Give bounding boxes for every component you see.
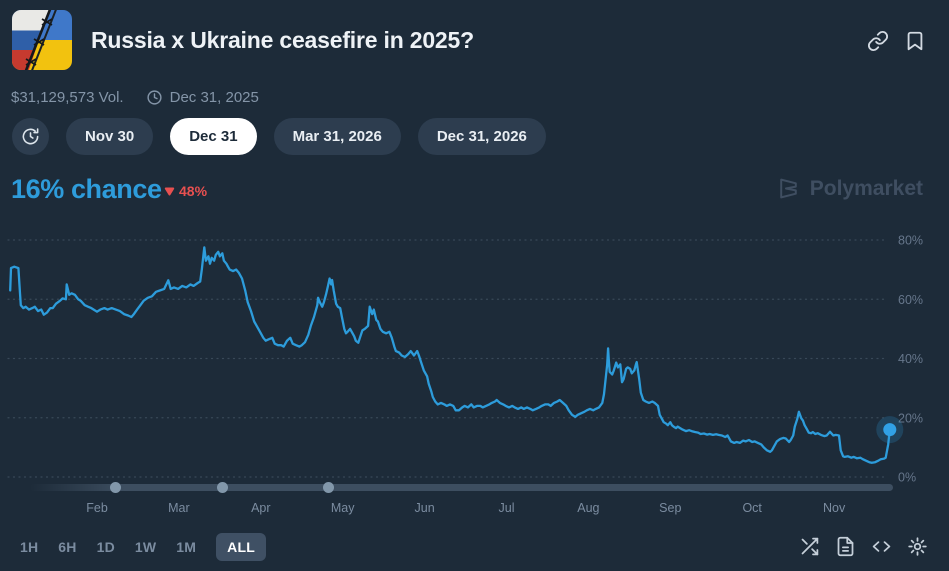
- y-axis-label: 80%: [898, 234, 923, 248]
- page-title: Russia x Ukraine ceasefire in 2025?: [91, 27, 474, 53]
- endpoint-glow: [876, 416, 904, 444]
- market-image: [12, 10, 72, 70]
- timeframe-6h[interactable]: 6H: [58, 539, 77, 555]
- barbed-wire-icon: [24, 10, 57, 70]
- end-date-text: Dec 31, 2025: [169, 89, 259, 106]
- code-icon: [872, 541, 891, 552]
- timeframe-1d[interactable]: 1D: [96, 539, 115, 555]
- price-line: [9, 246, 891, 464]
- y-axis-label: 20%: [898, 411, 923, 425]
- x-axis-label-feb: Feb: [86, 501, 108, 515]
- polymarket-logo-icon: [779, 178, 797, 199]
- timeframe-selector: 1H 6H 1D 1W 1M ALL: [20, 533, 266, 561]
- price-chart[interactable]: 80% 60% 40% 20% 0%: [0, 228, 949, 492]
- y-axis-label: 40%: [898, 352, 923, 366]
- y-axis-label: 60%: [898, 293, 923, 307]
- polymarket-watermark: Polymarket: [776, 176, 923, 201]
- bookmark-button[interactable]: [904, 30, 926, 52]
- chart-toolbar: [799, 536, 928, 557]
- triangle-down-icon: [164, 187, 175, 195]
- embed-button[interactable]: [871, 536, 892, 557]
- chance-row: 16% chance 48% Polymarket: [0, 172, 949, 212]
- x-axis-label-nov: Nov: [822, 501, 846, 515]
- clock-icon: [147, 90, 162, 105]
- rules-button[interactable]: [835, 536, 856, 557]
- copy-link-button[interactable]: [867, 30, 889, 52]
- scrubber-handle[interactable]: [110, 482, 122, 493]
- market-meta: $31,129,573 Vol. Dec 31, 2025: [11, 89, 259, 106]
- x-axis-label-jun: Jun: [414, 501, 435, 515]
- watermark-label: Polymarket: [809, 176, 923, 200]
- timeframe-1h[interactable]: 1H: [20, 539, 39, 555]
- bookmark-icon: [907, 31, 923, 51]
- scrubber-handle[interactable]: [323, 482, 335, 493]
- x-axis-label-jul: Jul: [498, 501, 515, 515]
- timeframe-1m[interactable]: 1M: [176, 539, 197, 555]
- settings-button[interactable]: [907, 536, 928, 557]
- history-button[interactable]: [12, 118, 49, 155]
- x-axis-label-sep: Sep: [659, 501, 682, 515]
- link-icon: [867, 30, 889, 52]
- outcome-tab-mar-31-2026[interactable]: Mar 31, 2026: [273, 118, 401, 155]
- timeline-scrubber[interactable]: [30, 484, 893, 491]
- x-axis-label-apr: Apr: [251, 501, 271, 515]
- x-axis-label-may: May: [330, 501, 355, 515]
- outcome-tab-dec-31-2026[interactable]: Dec 31, 2026: [417, 118, 546, 155]
- outcome-tab-nov-30[interactable]: Nov 30: [66, 118, 154, 155]
- scrubber-handle[interactable]: [216, 482, 228, 493]
- timeframe-1w[interactable]: 1W: [134, 539, 157, 555]
- x-axis-label-oct: Oct: [742, 501, 762, 515]
- x-axis-label-mar: Mar: [168, 501, 190, 515]
- document-icon: [837, 536, 854, 557]
- change-percent: 48%: [179, 183, 208, 199]
- shuffle-icon: [801, 537, 819, 556]
- chance-value: 16% chance: [11, 174, 162, 204]
- change-indicator: 48%: [164, 183, 207, 199]
- outcome-tab-dec-31[interactable]: Dec 31: [170, 118, 257, 155]
- history-clock-icon: [22, 128, 39, 145]
- endpoint-dot: [883, 423, 897, 437]
- settings-icon: [908, 537, 927, 556]
- compare-button[interactable]: [799, 536, 820, 557]
- outcome-tabs: Nov 30 Dec 31 Mar 31, 2026 Dec 31, 2026: [12, 118, 546, 155]
- timeframe-all[interactable]: ALL: [216, 533, 266, 561]
- y-axis-label: 0%: [898, 471, 916, 485]
- x-axis-label-aug: Aug: [577, 501, 600, 515]
- volume-text: $31,129,573 Vol.: [11, 89, 124, 106]
